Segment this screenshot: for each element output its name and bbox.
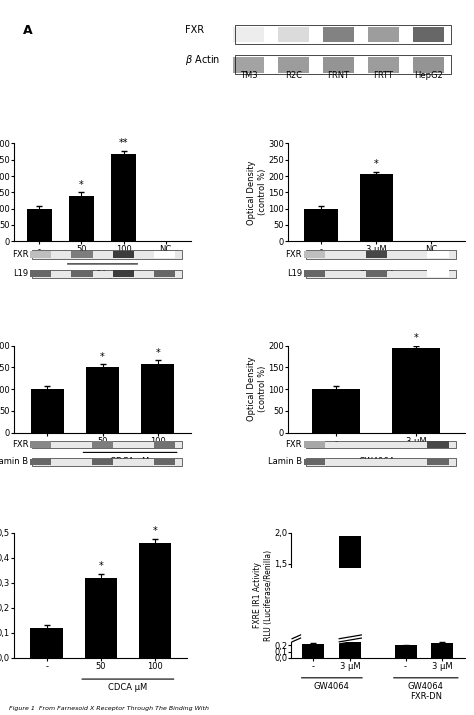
Text: *: * <box>414 333 419 343</box>
FancyBboxPatch shape <box>304 441 325 448</box>
FancyBboxPatch shape <box>154 270 175 277</box>
FancyBboxPatch shape <box>306 270 456 278</box>
FancyBboxPatch shape <box>365 251 387 258</box>
Text: FXR: FXR <box>12 250 28 259</box>
FancyBboxPatch shape <box>428 251 448 258</box>
Text: FRNT: FRNT <box>328 72 349 80</box>
Text: Figure 1  From Farnesoid X Receptor Through The Binding With: Figure 1 From Farnesoid X Receptor Throu… <box>9 706 210 711</box>
Text: FXR: FXR <box>12 440 28 449</box>
Text: CDCA μM: CDCA μM <box>108 683 147 692</box>
Text: *: * <box>100 352 105 362</box>
Bar <box>86 368 119 433</box>
Text: $\beta$ Actin: $\beta$ Actin <box>185 54 220 67</box>
FancyBboxPatch shape <box>92 459 113 465</box>
FancyBboxPatch shape <box>306 250 456 259</box>
Bar <box>139 543 171 658</box>
FancyBboxPatch shape <box>365 270 387 277</box>
Bar <box>394 645 417 658</box>
Text: FXR-DN: FXR-DN <box>410 691 442 701</box>
Bar <box>27 209 52 241</box>
Text: FXR: FXR <box>285 440 302 449</box>
FancyBboxPatch shape <box>323 27 354 42</box>
FancyBboxPatch shape <box>278 27 309 42</box>
Text: L19: L19 <box>287 270 302 278</box>
Text: CDCA μM: CDCA μM <box>110 457 150 466</box>
FancyBboxPatch shape <box>428 270 448 277</box>
FancyBboxPatch shape <box>233 27 264 42</box>
Text: *: * <box>153 526 157 536</box>
Bar <box>141 364 174 433</box>
FancyBboxPatch shape <box>154 459 175 465</box>
Text: GW4064: GW4064 <box>358 270 394 280</box>
Text: FRTT: FRTT <box>374 72 393 80</box>
FancyBboxPatch shape <box>92 441 113 448</box>
FancyBboxPatch shape <box>368 57 399 72</box>
FancyBboxPatch shape <box>304 459 325 465</box>
Text: *: * <box>99 561 103 571</box>
Bar <box>30 628 63 658</box>
Bar <box>339 536 361 635</box>
FancyBboxPatch shape <box>32 440 182 448</box>
Text: Lamin B: Lamin B <box>0 458 28 466</box>
Text: *: * <box>374 159 379 169</box>
FancyBboxPatch shape <box>233 57 264 72</box>
FancyBboxPatch shape <box>428 441 448 448</box>
Text: GW4064: GW4064 <box>314 681 350 691</box>
FancyBboxPatch shape <box>428 459 448 465</box>
FancyBboxPatch shape <box>30 270 51 277</box>
FancyBboxPatch shape <box>154 251 175 258</box>
Bar <box>31 389 64 433</box>
FancyBboxPatch shape <box>32 458 182 466</box>
Bar <box>431 643 454 658</box>
FancyBboxPatch shape <box>112 251 134 258</box>
FancyBboxPatch shape <box>30 459 51 465</box>
FancyBboxPatch shape <box>304 270 325 277</box>
Bar <box>84 578 117 658</box>
Text: L19: L19 <box>13 270 28 278</box>
FancyBboxPatch shape <box>71 251 92 258</box>
Text: FXR: FXR <box>285 250 302 259</box>
FancyBboxPatch shape <box>30 251 51 258</box>
FancyBboxPatch shape <box>30 441 51 448</box>
FancyBboxPatch shape <box>323 57 354 72</box>
Bar <box>360 174 393 241</box>
Text: CDCA μM: CDCA μM <box>83 270 122 280</box>
FancyBboxPatch shape <box>306 458 456 466</box>
Text: *: * <box>348 545 353 555</box>
Text: *: * <box>79 179 84 189</box>
Text: **: ** <box>119 138 128 148</box>
FancyBboxPatch shape <box>154 441 175 448</box>
Text: *: * <box>155 348 160 358</box>
Y-axis label: FXRE IR1 Activity
RLU (Luciferase/Renilla): FXRE IR1 Activity RLU (Luciferase/Renill… <box>253 550 273 641</box>
Bar <box>339 568 361 642</box>
FancyBboxPatch shape <box>413 27 444 42</box>
Bar <box>304 209 337 241</box>
Text: A: A <box>23 24 33 37</box>
Text: GW4064: GW4064 <box>408 681 444 691</box>
FancyBboxPatch shape <box>278 57 309 72</box>
Text: GW4064: GW4064 <box>358 457 394 466</box>
FancyBboxPatch shape <box>32 250 182 259</box>
Text: FXR: FXR <box>185 26 204 36</box>
Bar <box>69 196 94 241</box>
Text: R2C: R2C <box>285 72 302 80</box>
Y-axis label: Optical Density
(control %): Optical Density (control %) <box>247 160 266 225</box>
FancyBboxPatch shape <box>112 270 134 277</box>
Bar <box>339 559 361 658</box>
Text: TM3: TM3 <box>239 72 257 80</box>
Bar <box>290 568 300 642</box>
FancyBboxPatch shape <box>304 251 325 258</box>
FancyBboxPatch shape <box>306 440 456 448</box>
FancyBboxPatch shape <box>413 57 444 72</box>
FancyBboxPatch shape <box>71 270 92 277</box>
Bar <box>392 347 440 433</box>
Text: HepG2: HepG2 <box>414 72 443 80</box>
FancyBboxPatch shape <box>368 27 399 42</box>
Bar <box>302 644 325 658</box>
Bar <box>111 154 136 241</box>
Text: Lamin B: Lamin B <box>268 458 302 466</box>
Y-axis label: Optical Density
(control %): Optical Density (control %) <box>247 357 267 421</box>
Bar <box>312 389 360 433</box>
FancyBboxPatch shape <box>32 270 182 278</box>
